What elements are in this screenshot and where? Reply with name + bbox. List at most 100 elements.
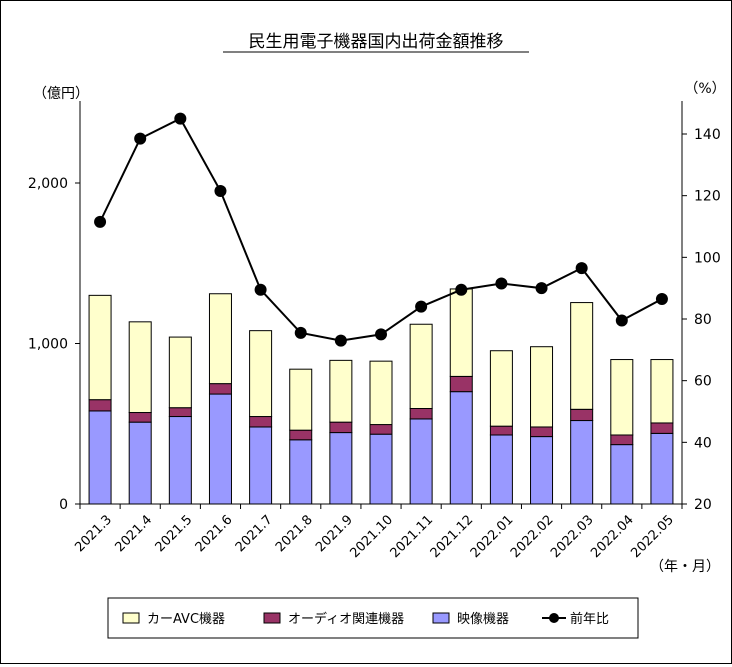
bar-segment bbox=[88, 294, 112, 401]
x-tick-label: 2021.5 bbox=[153, 512, 196, 555]
line-point bbox=[174, 112, 187, 125]
line-point bbox=[134, 132, 147, 145]
bar-segment bbox=[650, 359, 674, 424]
bar-segment bbox=[409, 418, 433, 505]
y-right-axis-label: （%） bbox=[684, 81, 725, 97]
x-tick-label: 2021.3 bbox=[72, 512, 115, 555]
x-tick-label: 2021.4 bbox=[112, 512, 155, 555]
line-point bbox=[415, 300, 428, 313]
bar-segment bbox=[570, 302, 594, 410]
y-left-axis-label: （億円） bbox=[33, 86, 89, 102]
legend-swatch bbox=[432, 612, 450, 624]
bar-segment bbox=[128, 412, 152, 423]
bar-segment bbox=[570, 420, 594, 505]
bar-segment bbox=[128, 421, 152, 505]
bar-segment bbox=[650, 432, 674, 505]
bar-segment bbox=[208, 383, 232, 395]
y-left-tick-label: 0 bbox=[59, 497, 68, 513]
bar-segment bbox=[168, 336, 192, 409]
legend-label: カーAVC機器 bbox=[147, 612, 225, 627]
y-right-tick-label: 60 bbox=[694, 374, 712, 390]
bar-segment bbox=[409, 408, 433, 420]
bar-segment bbox=[168, 416, 192, 505]
x-tick-label: 2022.04 bbox=[588, 512, 637, 561]
bar-segment bbox=[369, 360, 393, 426]
x-tick-label: 2021.12 bbox=[428, 512, 477, 561]
line-point bbox=[294, 326, 307, 339]
bar-segment bbox=[489, 434, 513, 505]
legend-label: 前年比 bbox=[570, 611, 609, 627]
bar-segment bbox=[208, 293, 232, 385]
bar-segment bbox=[610, 359, 634, 436]
bar-segment bbox=[88, 399, 112, 412]
bar-segment bbox=[369, 424, 393, 435]
legend-swatch bbox=[263, 612, 281, 624]
bar-segment bbox=[409, 323, 433, 410]
line-point bbox=[94, 215, 107, 228]
x-tick-label: 2022.05 bbox=[628, 512, 677, 561]
plot-area: 0 1,000 2,000 20 40 60 80 100 120 140 2021.32021.4… bbox=[28, 101, 721, 561]
x-tick-label: 2021.6 bbox=[193, 512, 236, 555]
line-point bbox=[214, 185, 227, 198]
x-tick-label: 2022.03 bbox=[548, 512, 597, 561]
x-axis-unit-label: （年・月） bbox=[650, 559, 720, 575]
y-right-tick-label: 120 bbox=[694, 189, 721, 205]
bar-segment bbox=[329, 432, 353, 505]
bar-segment bbox=[530, 346, 554, 428]
bar-segment bbox=[329, 359, 353, 423]
y-left-tick-label: 2,000 bbox=[28, 176, 68, 192]
line-point bbox=[615, 314, 628, 327]
bar-segment bbox=[289, 439, 313, 505]
bar-segment bbox=[249, 330, 273, 418]
legend-swatch bbox=[122, 612, 140, 624]
bar-segment bbox=[610, 434, 634, 446]
bar-segment bbox=[449, 288, 473, 377]
bar-segment bbox=[208, 393, 232, 505]
x-tick-label: 2021.7 bbox=[233, 512, 276, 555]
bar-segment bbox=[489, 350, 513, 427]
line-point bbox=[455, 283, 468, 296]
y-right-tick-label: 100 bbox=[694, 250, 721, 266]
bar-segment bbox=[88, 410, 112, 505]
x-tick-label: 2021.8 bbox=[273, 512, 316, 555]
legend: カーAVC機器 オーディオ関連機器 映像機器 前年比 bbox=[107, 597, 639, 639]
bar-segment bbox=[128, 321, 152, 414]
y-right-tick-label: 80 bbox=[694, 312, 712, 328]
bar-segment bbox=[610, 444, 634, 505]
bar-segment bbox=[449, 375, 473, 393]
line-point bbox=[334, 334, 347, 347]
bar-segment bbox=[530, 436, 554, 505]
line-point bbox=[655, 292, 668, 305]
chart-title: 民生用電子機器国内出荷金額推移 bbox=[249, 32, 504, 52]
line-point bbox=[535, 282, 548, 295]
bar-segment bbox=[168, 407, 192, 418]
bar-segment bbox=[289, 368, 313, 431]
bar-segment bbox=[329, 421, 353, 434]
bar-segment bbox=[650, 422, 674, 434]
x-tick-label: 2021.10 bbox=[347, 512, 396, 561]
legend-label: オーディオ関連機器 bbox=[288, 611, 404, 627]
bar-segment bbox=[369, 433, 393, 505]
x-tick-label: 2022.02 bbox=[508, 512, 557, 561]
legend-marker bbox=[549, 613, 559, 623]
bar-segment bbox=[489, 425, 513, 436]
line-point bbox=[495, 277, 508, 290]
bar-segment bbox=[249, 416, 273, 428]
y-right-tick-label: 40 bbox=[694, 435, 712, 451]
bar-segment bbox=[570, 408, 594, 422]
y-left-tick-label: 1,000 bbox=[28, 337, 68, 353]
bar-segment bbox=[449, 391, 473, 505]
x-tick-label: 2021.11 bbox=[388, 512, 437, 561]
bar-segment bbox=[530, 426, 554, 438]
legend-label: 映像機器 bbox=[457, 612, 509, 627]
bar-segment bbox=[249, 426, 273, 505]
line-point bbox=[375, 328, 387, 341]
x-tick-label: 2022.01 bbox=[468, 512, 517, 561]
line-point bbox=[254, 283, 267, 296]
y-right-tick-label: 20 bbox=[694, 497, 712, 513]
bar-segment bbox=[289, 429, 313, 441]
y-right-tick-label: 140 bbox=[694, 127, 721, 143]
line-point bbox=[575, 262, 588, 275]
